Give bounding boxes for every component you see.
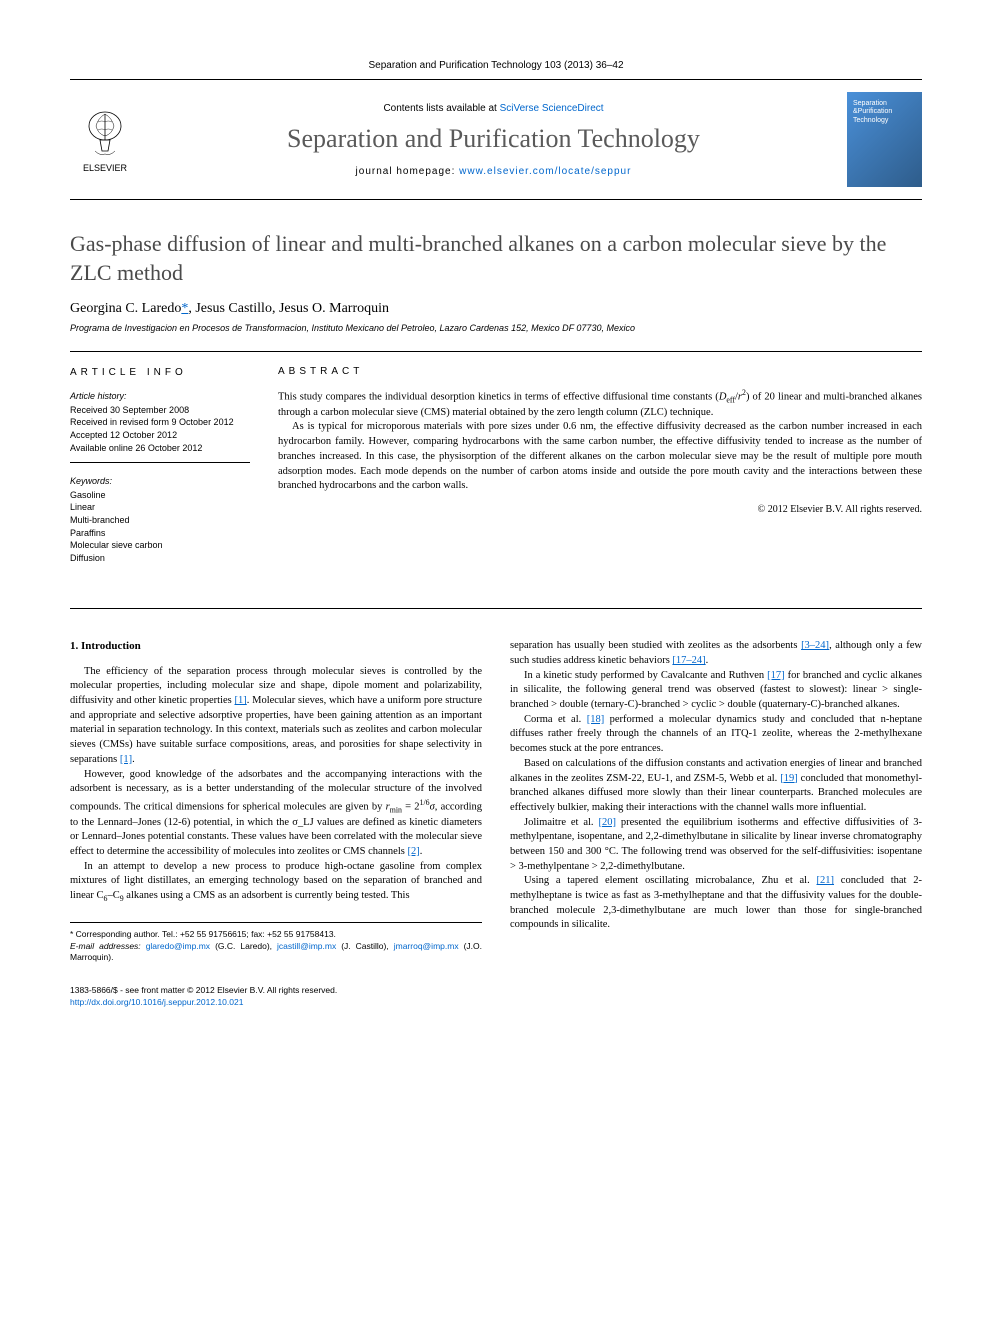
history-revised: Received in revised form 9 October 2012 <box>70 416 250 429</box>
keyword-2: Multi-branched <box>70 514 250 527</box>
abstract-text: This study compares the individual desor… <box>278 387 922 494</box>
keyword-4: Molecular sieve carbon <box>70 539 250 552</box>
author-1: Georgina C. Laredo <box>70 301 181 316</box>
ref-17-24[interactable]: [17–24] <box>672 655 705 666</box>
body-l-p3: In an attempt to develop a new process t… <box>70 860 482 904</box>
ref-1b[interactable]: [1] <box>120 754 132 765</box>
footer-issn-doi: 1383-5866/$ - see front matter © 2012 El… <box>70 985 482 1008</box>
abstract-p2: As is typical for microporous materials … <box>278 420 922 493</box>
journal-citation: Separation and Purification Technology 1… <box>70 60 922 71</box>
doi-link[interactable]: http://dx.doi.org/10.1016/j.seppur.2012.… <box>70 997 243 1007</box>
elsevier-logo: ELSEVIER <box>70 100 140 180</box>
history-received: Received 30 September 2008 <box>70 404 250 417</box>
sciencedirect-link[interactable]: SciVerse ScienceDirect <box>500 103 604 114</box>
body-columns: 1. Introduction The efficiency of the se… <box>70 639 922 1008</box>
article-title: Gas-phase diffusion of linear and multi-… <box>70 230 922 287</box>
ref-20[interactable]: [20] <box>598 817 616 828</box>
issn-line: 1383-5866/$ - see front matter © 2012 El… <box>70 985 482 996</box>
abstract-copyright: © 2012 Elsevier B.V. All rights reserved… <box>278 504 922 515</box>
corresponding-author-footnote: * Corresponding author. Tel.: +52 55 917… <box>70 929 482 940</box>
body-column-left: 1. Introduction The efficiency of the se… <box>70 639 482 1008</box>
body-r-p5: Jolimaitre et al. [20] presented the equ… <box>510 816 922 875</box>
history-online: Available online 26 October 2012 <box>70 442 250 455</box>
footnotes: * Corresponding author. Tel.: +52 55 917… <box>70 922 482 963</box>
ref-18[interactable]: [18] <box>587 714 605 725</box>
ref-3-24[interactable]: [3–24] <box>801 640 829 651</box>
journal-cover-thumbnail: Separation &Purification Technology <box>847 92 922 187</box>
keyword-0: Gasoline <box>70 489 250 502</box>
ref-2[interactable]: [2] <box>407 846 419 857</box>
body-r-p6: Using a tapered element oscillating micr… <box>510 874 922 933</box>
elsevier-tree-icon <box>80 106 130 161</box>
keywords-label: Keywords: <box>70 475 250 488</box>
journal-homepage-link[interactable]: www.elsevier.com/locate/seppur <box>459 166 631 177</box>
ref-17[interactable]: [17] <box>767 670 785 681</box>
ref-21[interactable]: [21] <box>817 875 835 886</box>
cover-title-line1: Separation <box>853 100 887 108</box>
section-1-heading: 1. Introduction <box>70 639 482 654</box>
email-link-2[interactable]: jcastill@imp.mx <box>277 941 336 951</box>
body-r-p2: In a kinetic study performed by Cavalcan… <box>510 669 922 713</box>
elsevier-label: ELSEVIER <box>83 163 127 173</box>
journal-header-box: ELSEVIER Contents lists available at Sci… <box>70 79 922 200</box>
history-accepted: Accepted 12 October 2012 <box>70 429 250 442</box>
info-abstract-row: ARTICLE INFO Article history: Received 3… <box>70 351 922 609</box>
abstract-column: ABSTRACT This study compares the individ… <box>278 366 922 584</box>
homepage-line: journal homepage: www.elsevier.com/locat… <box>150 166 837 177</box>
email-link-3[interactable]: jmarroq@imp.mx <box>394 941 459 951</box>
article-info-column: ARTICLE INFO Article history: Received 3… <box>70 366 250 584</box>
keyword-3: Paraffins <box>70 527 250 540</box>
affiliation: Programa de Investigacion en Procesos de… <box>70 323 922 333</box>
ref-19[interactable]: [19] <box>780 773 798 784</box>
body-l-p1: The efficiency of the separation process… <box>70 665 482 768</box>
contents-list-line: Contents lists available at SciVerse Sci… <box>150 103 837 114</box>
authors-rest: , Jesus Castillo, Jesus O. Marroquin <box>188 301 389 316</box>
article-info-heading: ARTICLE INFO <box>70 366 250 380</box>
body-r-p4: Based on calculations of the diffusion c… <box>510 757 922 816</box>
email-addresses: E-mail addresses: glaredo@imp.mx (G.C. L… <box>70 941 482 964</box>
keyword-1: Linear <box>70 501 250 514</box>
ref-1[interactable]: [1] <box>235 695 247 706</box>
journal-title: Separation and Purification Technology <box>150 124 837 154</box>
body-l-p2: However, good knowledge of the adsorbate… <box>70 768 482 860</box>
keyword-5: Diffusion <box>70 552 250 565</box>
email-link-1[interactable]: glaredo@imp.mx <box>146 941 210 951</box>
keywords-block: Keywords: Gasoline Linear Multi-branched… <box>70 475 250 572</box>
cover-title-line3: Technology <box>853 117 888 125</box>
cover-title-line2: &Purification <box>853 108 892 116</box>
article-history-block: Article history: Received 30 September 2… <box>70 390 250 463</box>
body-column-right: separation has usually been studied with… <box>510 639 922 1008</box>
abstract-p1: This study compares the individual desor… <box>278 387 922 420</box>
history-label: Article history: <box>70 390 250 403</box>
body-r-p1: separation has usually been studied with… <box>510 639 922 668</box>
authors-line: Georgina C. Laredo*, Jesus Castillo, Jes… <box>70 301 922 317</box>
body-r-p3: Corma et al. [18] performed a molecular … <box>510 713 922 757</box>
abstract-heading: ABSTRACT <box>278 366 922 377</box>
